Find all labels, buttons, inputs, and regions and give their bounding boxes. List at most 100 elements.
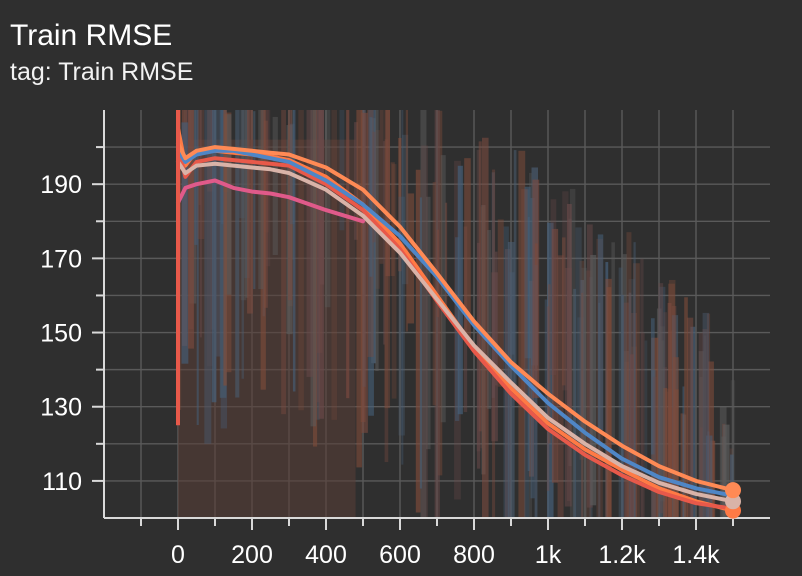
series-line-5 bbox=[176, 159, 735, 504]
noise-bar bbox=[194, 110, 198, 245]
x-tick-label: 1.2k bbox=[598, 541, 646, 569]
noise-bar bbox=[421, 145, 428, 518]
noise-bar bbox=[415, 169, 421, 513]
noise-bar bbox=[586, 224, 593, 508]
noise-bar bbox=[631, 346, 637, 518]
noise-bar bbox=[497, 219, 504, 387]
series-end-marker-6 bbox=[725, 482, 741, 499]
noise-bar bbox=[557, 255, 564, 518]
noise-bar bbox=[310, 110, 317, 427]
noise-bar bbox=[524, 186, 531, 359]
noise-bar bbox=[641, 332, 645, 518]
noise-bar bbox=[263, 120, 268, 308]
noise-bar bbox=[215, 110, 221, 357]
noise-bar bbox=[581, 292, 584, 518]
x-tick-label: 800 bbox=[453, 541, 495, 569]
noise-bar bbox=[569, 188, 576, 518]
noise-bar bbox=[658, 283, 664, 514]
noise-bar bbox=[513, 150, 517, 396]
noise-bar bbox=[491, 272, 498, 442]
noise-bar bbox=[375, 110, 379, 371]
noise-bar bbox=[434, 110, 440, 518]
noise-bar bbox=[659, 326, 665, 502]
noise-bar bbox=[339, 110, 345, 231]
noise-bar bbox=[258, 110, 264, 290]
noise-bar bbox=[385, 110, 390, 277]
noise-bar bbox=[181, 122, 189, 364]
noise-bar bbox=[640, 258, 644, 518]
noise-bar bbox=[503, 226, 509, 518]
noise-bar bbox=[272, 116, 278, 255]
noise-bar bbox=[247, 110, 253, 314]
noise-bar bbox=[315, 110, 320, 420]
noise-bar bbox=[287, 110, 293, 301]
noise-bar bbox=[402, 134, 409, 285]
noise-bar bbox=[354, 122, 358, 240]
noise-bar bbox=[546, 306, 550, 491]
end-markers bbox=[725, 482, 741, 519]
noise-bar bbox=[239, 110, 245, 219]
noise-bar bbox=[398, 196, 405, 436]
noise-bar bbox=[240, 110, 247, 301]
noise-bar bbox=[518, 150, 526, 518]
noise-bar bbox=[590, 254, 597, 506]
noise-bar bbox=[703, 335, 707, 518]
noise-bar bbox=[292, 110, 296, 392]
noise-bar bbox=[629, 354, 634, 518]
noise-bar bbox=[371, 131, 376, 243]
noise-bar bbox=[618, 267, 623, 518]
noise-bar bbox=[419, 197, 422, 489]
noise-bar bbox=[346, 110, 350, 399]
noise-bar bbox=[723, 424, 730, 518]
noise-bar bbox=[551, 228, 559, 483]
noise-bar bbox=[241, 110, 244, 379]
y-tick-label: 130 bbox=[40, 394, 82, 422]
noise-bar bbox=[316, 110, 320, 403]
noise-bar bbox=[606, 287, 612, 518]
noise-bar bbox=[361, 112, 368, 433]
axes: 110 130 150 170 190 0 200 400 600 800 1k 1.2k 1.4k bbox=[40, 110, 770, 569]
y-tick-label: 110 bbox=[42, 468, 82, 496]
noise-bar bbox=[698, 332, 703, 518]
noise-bar bbox=[652, 376, 657, 518]
noise-bar bbox=[464, 158, 471, 341]
noise-bar bbox=[656, 308, 662, 518]
noise-bar bbox=[211, 110, 217, 403]
noise-bar bbox=[611, 242, 615, 445]
noise-bar bbox=[437, 110, 443, 476]
noise-bar bbox=[384, 110, 391, 409]
noise-bar bbox=[668, 283, 675, 518]
noise-bar bbox=[373, 110, 376, 364]
noise-bar bbox=[544, 299, 548, 415]
noise-bar bbox=[562, 191, 569, 391]
noise-bar bbox=[197, 110, 205, 240]
noise-bar bbox=[507, 241, 515, 518]
noise-bar bbox=[235, 110, 240, 398]
noise-bar bbox=[481, 137, 489, 518]
chart-title: Train RMSE bbox=[10, 19, 173, 52]
noise-bar bbox=[383, 141, 386, 345]
noise-bar bbox=[668, 407, 674, 518]
noise-bar bbox=[698, 351, 704, 518]
noise-bar bbox=[245, 110, 249, 298]
noise-bar bbox=[702, 312, 710, 518]
noise-bar bbox=[253, 111, 256, 290]
noise-bar bbox=[401, 110, 404, 465]
noise-bar bbox=[651, 370, 656, 518]
noise-bar bbox=[658, 286, 666, 518]
noise-bar bbox=[260, 110, 266, 390]
noise-bar bbox=[661, 340, 665, 518]
noise-bar bbox=[547, 284, 551, 444]
noise-bar bbox=[199, 110, 202, 338]
noise-bar bbox=[356, 110, 362, 468]
x-tick-label: 200 bbox=[231, 541, 273, 569]
noise-bar bbox=[547, 222, 554, 518]
y-tick-label: 170 bbox=[40, 245, 82, 273]
noise-bar bbox=[633, 242, 636, 518]
noise-bar bbox=[682, 386, 685, 518]
noise-bar bbox=[699, 427, 703, 518]
series-line-4 bbox=[176, 148, 735, 498]
noise-bar bbox=[196, 110, 199, 425]
noise-bar bbox=[244, 110, 250, 278]
noise-bar bbox=[487, 230, 492, 409]
